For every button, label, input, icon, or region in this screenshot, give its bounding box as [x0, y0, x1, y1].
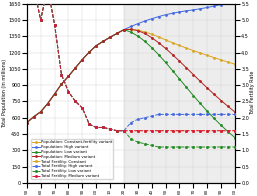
Bar [124, 4, 235, 183]
Y-axis label: Total Fertility Rate: Total Fertility Rate [250, 71, 255, 115]
Legend: Population: Constant-fertility variant, Population: High variant, Population: Lo: Population: Constant-fertility variant, … [31, 139, 114, 179]
Y-axis label: Total Population (in millions): Total Population (in millions) [2, 59, 7, 128]
